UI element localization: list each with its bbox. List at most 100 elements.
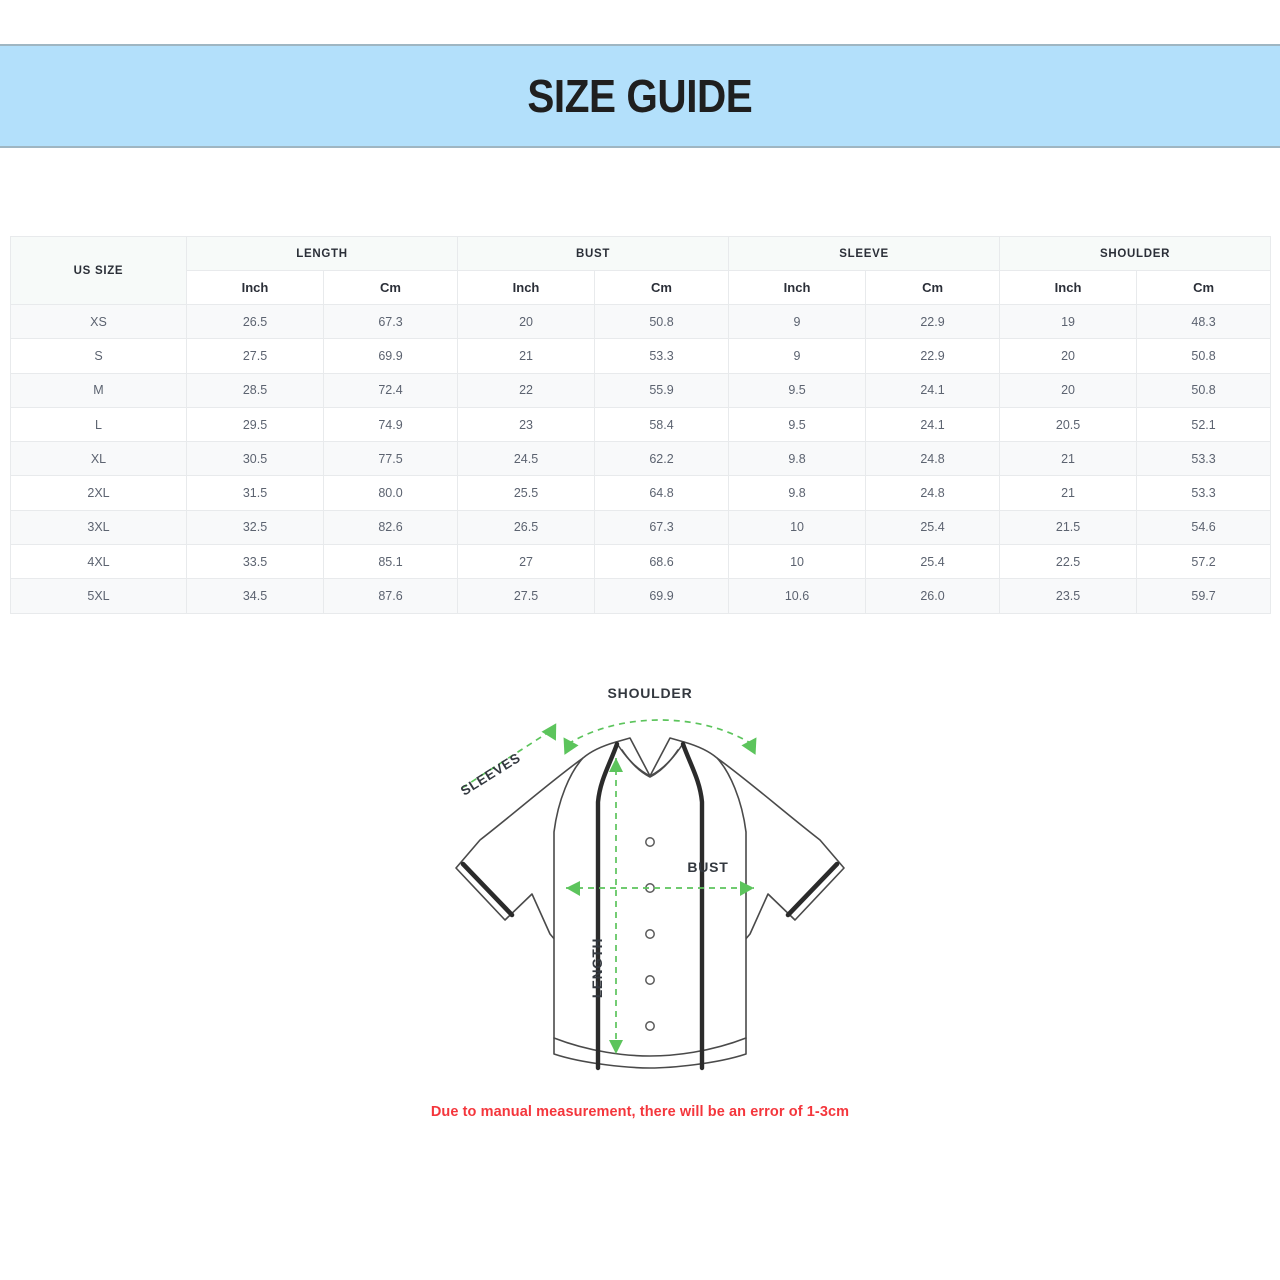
cell-shoulder-inch: 23.5	[999, 578, 1138, 614]
cell-bust-inch: 27	[457, 544, 596, 580]
cell-us-size: 3XL	[10, 509, 187, 546]
column-header-sleeve: SLEEVE	[728, 236, 1001, 271]
cell-length-cm: 67.3	[322, 303, 459, 340]
jersey-placket-trim	[595, 741, 705, 1071]
cell-bust-cm: 50.8	[594, 303, 730, 340]
cell-bust-inch: 26.5	[457, 509, 596, 546]
cell-sleeve-inch: 9.5	[728, 406, 867, 443]
cell-length-inch: 31.5	[186, 475, 324, 511]
cell-us-size: XL	[10, 441, 187, 477]
cell-sleeve-inch: 9.5	[728, 372, 867, 408]
cell-us-size: M	[10, 372, 187, 408]
cell-length-inch: 30.5	[186, 441, 324, 477]
size-table-body: XS 26.5 67.3 20 50.8 9 22.9 19 48.3 S 27.5 69.9 21 53…	[10, 303, 1272, 614]
cell-length-inch: 29.5	[186, 406, 324, 443]
column-header-length: LENGTH	[185, 236, 459, 271]
cell-bust-inch: 23	[457, 406, 596, 443]
bust-arrow-left	[566, 881, 580, 896]
cell-bust-inch: 20	[457, 303, 596, 340]
label-length: LENGTH	[590, 938, 605, 998]
measurement-guides	[461, 719, 754, 1054]
cell-us-size: XS	[10, 303, 187, 340]
table-row: XL 30.5 77.5 24.5 62.2 9.8 24.8 21 53.3	[10, 441, 1272, 477]
table-group-header-row: US SIZE LENGTH BUST SLEEVE SHOULDER	[10, 236, 1272, 305]
cell-shoulder-inch: 20	[999, 372, 1138, 408]
cell-bust-inch: 24.5	[457, 441, 596, 477]
label-shoulder: SHOULDER	[608, 685, 693, 701]
cell-shoulder-cm: 54.6	[1136, 509, 1272, 546]
cell-sleeve-inch: 9	[728, 303, 867, 340]
cell-sleeve-cm: 24.1	[865, 372, 1001, 408]
column-header-bust: BUST	[457, 236, 730, 271]
page-banner: SIZE GUIDE	[0, 44, 1280, 148]
unit-header-sleeve-cm: Cm	[865, 270, 1001, 305]
cell-shoulder-inch: 20	[999, 338, 1138, 374]
cell-bust-cm: 69.9	[594, 578, 730, 614]
cell-length-cm: 87.6	[322, 578, 459, 614]
cell-length-inch: 28.5	[186, 372, 324, 408]
cell-bust-inch: 25.5	[457, 475, 596, 511]
unit-header-shoulder-inch: Inch	[999, 270, 1138, 305]
table-row: XS 26.5 67.3 20 50.8 9 22.9 19 48.3	[10, 303, 1272, 340]
cell-bust-cm: 67.3	[594, 509, 730, 546]
cell-length-inch: 32.5	[186, 509, 324, 546]
cell-length-cm: 74.9	[322, 406, 459, 443]
table-row: S 27.5 69.9 21 53.3 9 22.9 20 50.8	[10, 338, 1272, 374]
cell-bust-inch: 22	[457, 372, 596, 408]
shoulder-arrow-left	[563, 737, 579, 755]
shoulder-guide-line	[567, 719, 753, 745]
sleeves-guide-line	[461, 729, 553, 789]
cell-length-inch: 27.5	[186, 338, 324, 374]
unit-header-length-inch: Inch	[186, 270, 324, 305]
cell-sleeve-cm: 24.8	[865, 475, 1001, 511]
cell-shoulder-inch: 21.5	[999, 509, 1138, 546]
length-arrow-top	[609, 758, 623, 772]
jersey-illustration	[455, 737, 845, 1069]
cell-sleeve-inch: 10	[728, 509, 867, 546]
column-header-shoulder: SHOULDER	[999, 236, 1272, 271]
cell-bust-cm: 55.9	[594, 372, 730, 408]
cell-us-size: S	[10, 338, 187, 374]
cell-sleeve-cm: 25.4	[865, 509, 1001, 546]
cell-shoulder-cm: 50.8	[1136, 372, 1272, 408]
cell-shoulder-cm: 52.1	[1136, 406, 1272, 443]
cell-length-cm: 69.9	[322, 338, 459, 374]
cell-shoulder-cm: 53.3	[1136, 475, 1272, 511]
cell-us-size: 4XL	[10, 544, 187, 580]
cell-shoulder-inch: 21	[999, 475, 1138, 511]
size-table: US SIZE LENGTH BUST SLEEVE SHOULDER Inch…	[10, 236, 1272, 614]
cell-bust-cm: 68.6	[594, 544, 730, 580]
cell-us-size: 5XL	[10, 578, 187, 614]
cell-sleeve-cm: 24.8	[865, 441, 1001, 477]
table-unit-header-row: Inch Cm Inch Cm Inch Cm Inch Cm	[11, 270, 1272, 305]
cell-sleeve-inch: 10	[728, 544, 867, 580]
label-sleeves: SLEEVES	[458, 750, 524, 799]
cell-length-cm: 72.4	[322, 372, 459, 408]
cell-length-cm: 85.1	[322, 544, 459, 580]
cell-length-inch: 33.5	[186, 544, 324, 580]
cell-bust-inch: 21	[457, 338, 596, 374]
cell-length-inch: 26.5	[186, 303, 324, 340]
cell-bust-cm: 53.3	[594, 338, 730, 374]
sleeves-arrow-top	[541, 723, 557, 741]
cell-shoulder-cm: 48.3	[1136, 303, 1272, 340]
unit-header-length-cm: Cm	[322, 270, 459, 305]
bust-arrow-right	[740, 881, 754, 896]
table-row: 2XL 31.5 80.0 25.5 64.8 9.8 24.8 21 53.3	[10, 475, 1272, 511]
unit-header-bust-inch: Inch	[457, 270, 596, 305]
cell-sleeve-inch: 9	[728, 338, 867, 374]
label-bust: BUST	[687, 859, 728, 875]
unit-header-sleeve-inch: Inch	[728, 270, 867, 305]
cell-shoulder-inch: 22.5	[999, 544, 1138, 580]
cell-sleeve-inch: 10.6	[728, 578, 867, 614]
page-title: SIZE GUIDE	[527, 70, 753, 122]
table-row: M 28.5 72.4 22 55.9 9.5 24.1 20 50.8	[10, 372, 1272, 408]
cell-us-size: L	[10, 406, 187, 443]
cell-sleeve-inch: 9.8	[728, 441, 867, 477]
cell-shoulder-inch: 19	[999, 303, 1138, 340]
cell-shoulder-inch: 21	[999, 441, 1138, 477]
shoulder-arrow-right	[741, 737, 757, 755]
unit-header-bust-cm: Cm	[594, 270, 730, 305]
cell-us-size: 2XL	[10, 475, 187, 511]
